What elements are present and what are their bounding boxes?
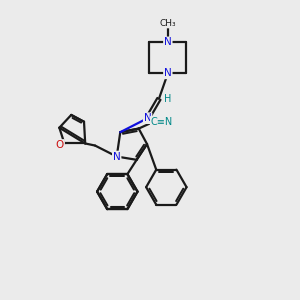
- Text: N: N: [164, 38, 172, 47]
- Text: C≡N: C≡N: [151, 117, 173, 127]
- Text: O: O: [56, 140, 64, 150]
- Text: H: H: [164, 94, 172, 104]
- Text: N: N: [113, 152, 121, 161]
- Text: CH₃: CH₃: [160, 19, 176, 28]
- Text: N: N: [144, 113, 152, 123]
- Text: N: N: [164, 68, 172, 78]
